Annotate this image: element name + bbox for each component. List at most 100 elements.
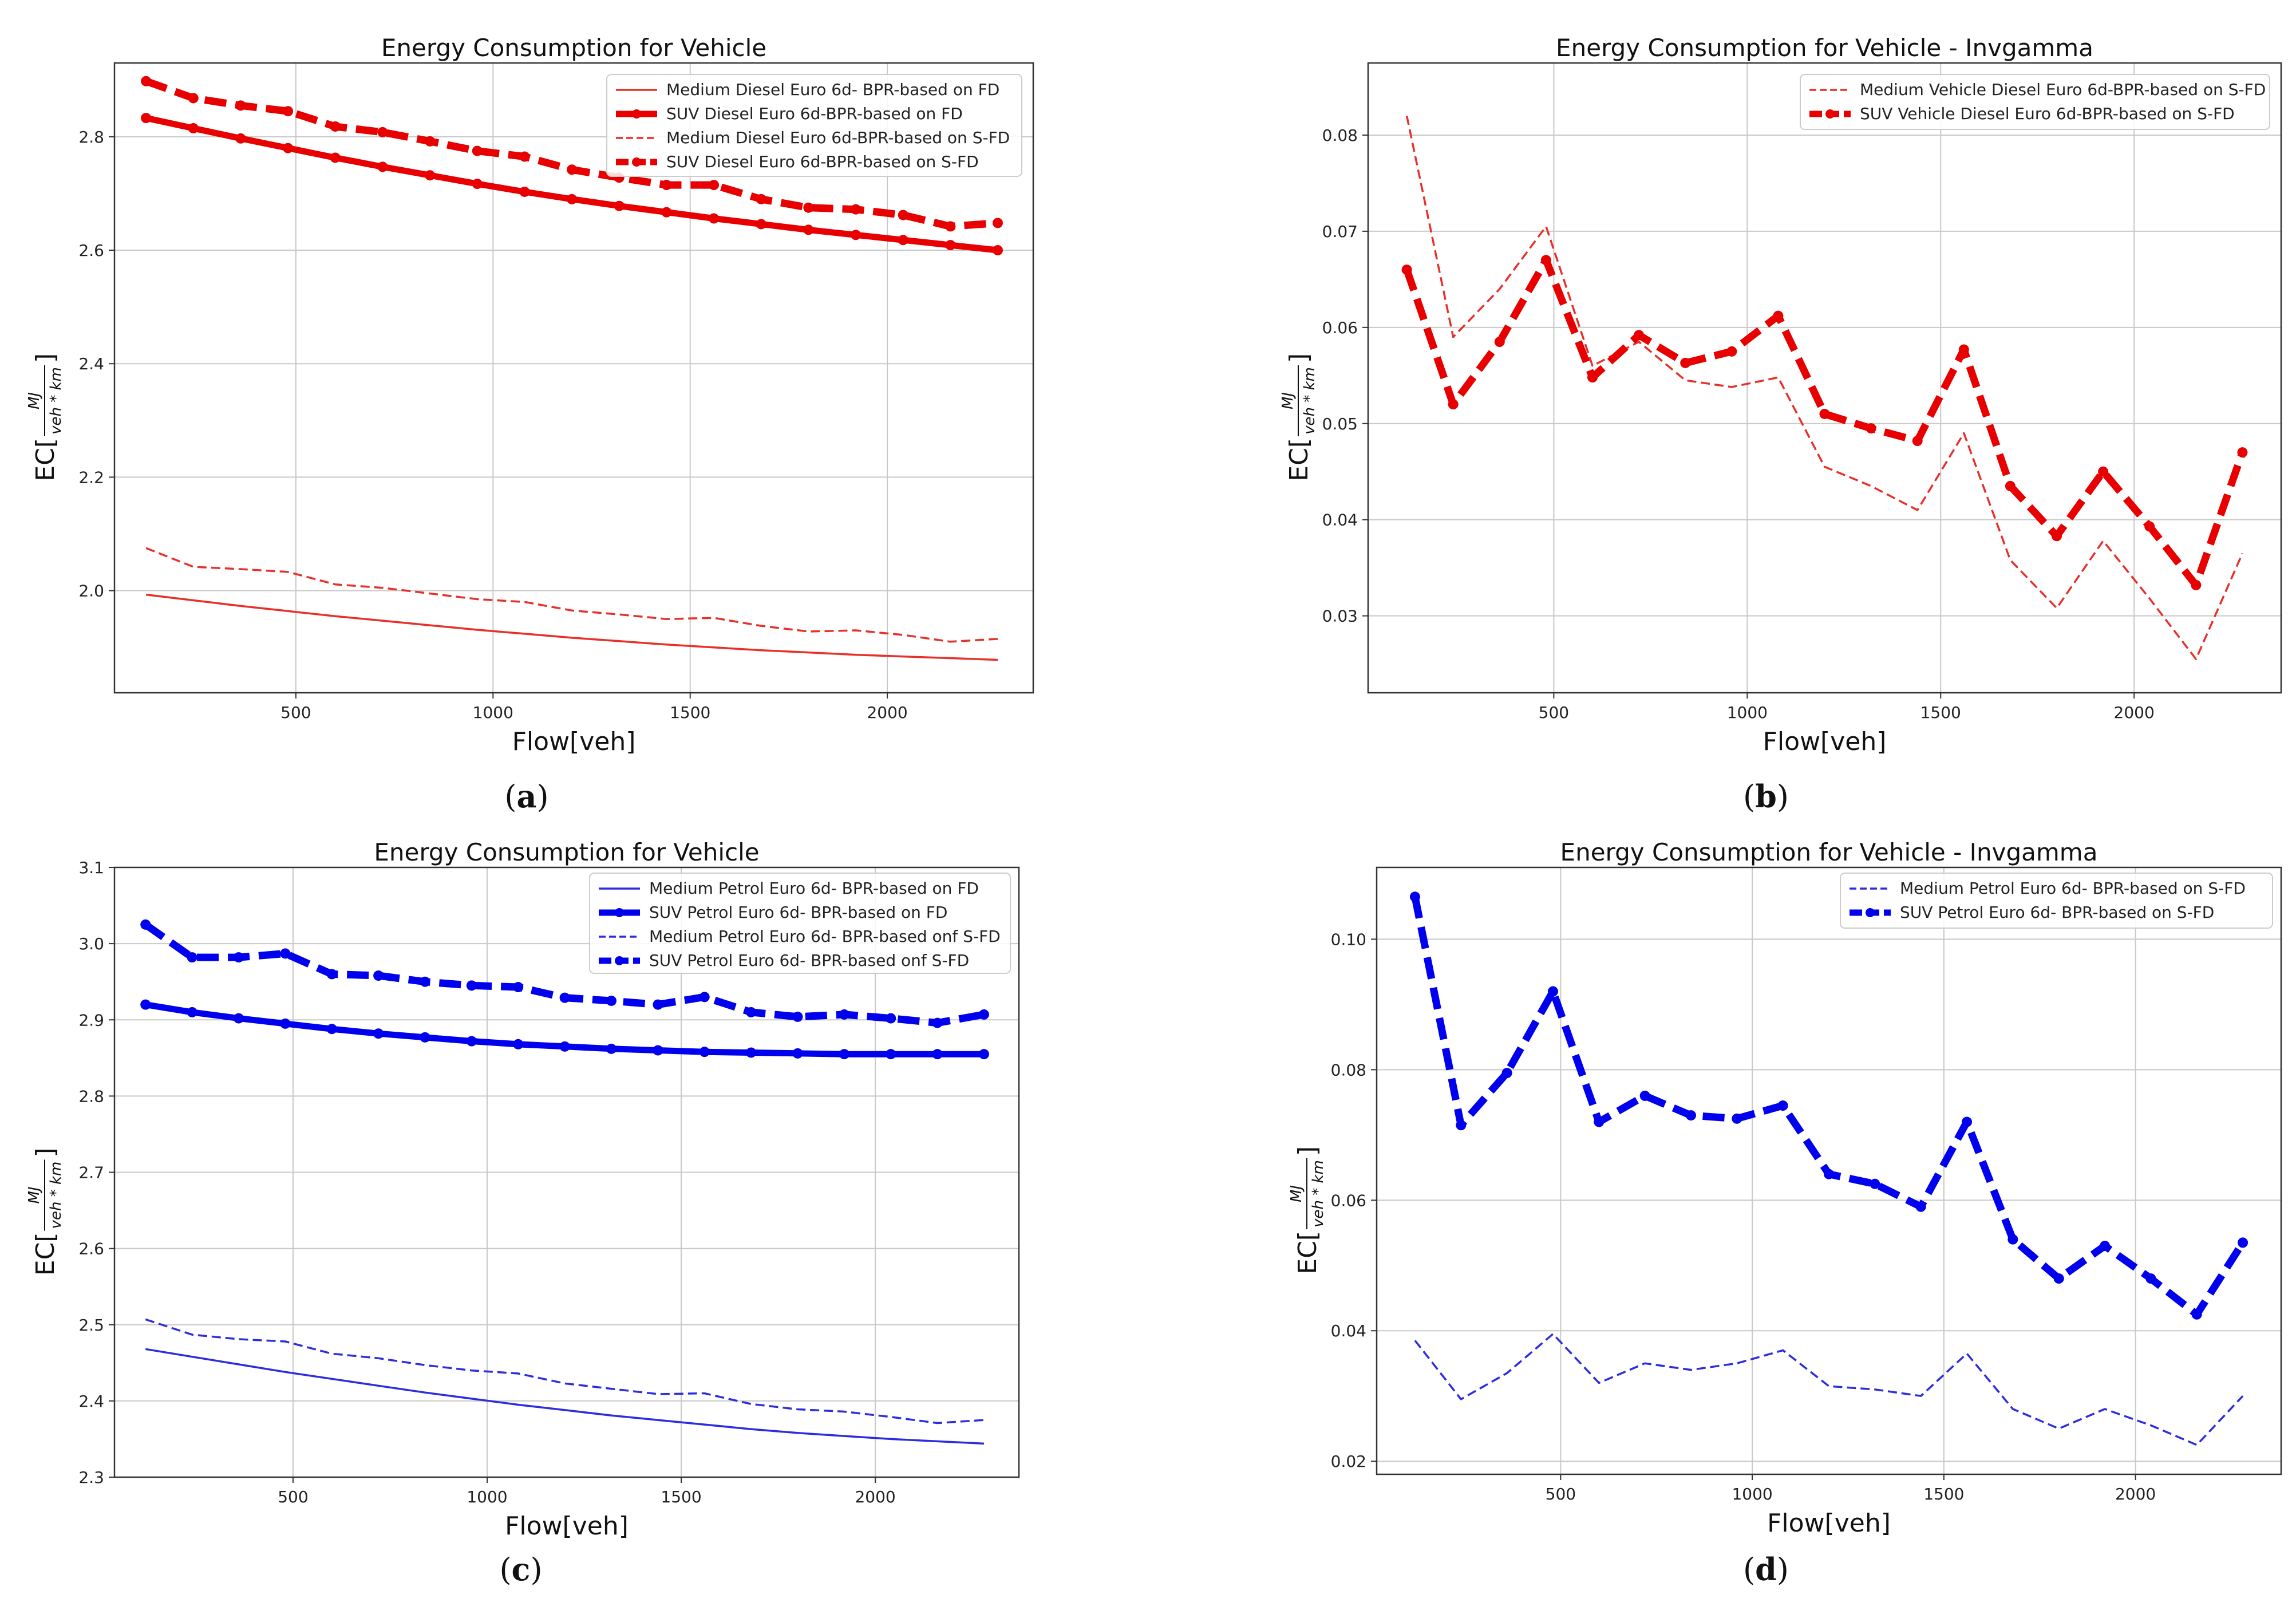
y-label-numerator: MJ [1279, 392, 1297, 409]
series-2-point [2238, 1237, 2248, 1248]
series-2-point [420, 1032, 430, 1043]
y-label-prefix: EC[ [1285, 438, 1314, 482]
series-2-point [1777, 1100, 1788, 1111]
y-tick-label: 2.2 [78, 468, 104, 487]
chart-b: 500 1000 1500 2000 0.03 0.04 0.05 0.06 0.07 0.08 E… [1279, 34, 2282, 815]
series-2-point [792, 1048, 803, 1059]
series-2-point [567, 194, 578, 204]
series-2-point [1819, 408, 1830, 419]
series-2-point [2007, 1234, 2018, 1245]
y-label-numerator: MJ [1288, 1185, 1305, 1202]
series-2-point [2191, 1309, 2202, 1320]
series-4-point [709, 180, 720, 191]
series-2-point [978, 1049, 989, 1060]
series-2-point [1824, 1169, 1834, 1179]
y-tick-label: 2.7 [78, 1163, 104, 1182]
y-label-prefix: EC[ [31, 438, 60, 482]
chart-title: Energy Consumption for Vehicle - Invgamm… [1560, 838, 2098, 866]
y-label-suffix: ] [1293, 1146, 1322, 1156]
series-2-point [326, 1024, 337, 1035]
series-2-point [661, 207, 672, 218]
y-axis-label: EC[MJ veh * km] [1279, 353, 1318, 482]
legend-marker-2 [615, 908, 624, 917]
y-tick-label: 0.03 [1322, 607, 1358, 626]
series-2-point [1912, 436, 1923, 446]
legend-label-1: Medium Petrol Euro 6d- BPR-based on S-FD [1900, 879, 2246, 898]
series-2-point [1587, 372, 1598, 383]
series-4-point [606, 995, 617, 1006]
series-4-point [466, 980, 477, 991]
series-2-point [2100, 1241, 2111, 1252]
plot-frame [113, 62, 1034, 694]
legend-marker-2 [632, 109, 641, 119]
y-tick-label: 2.8 [78, 128, 104, 147]
series-2-point [2052, 531, 2062, 542]
series-2-point [559, 1041, 570, 1052]
series-4-point [839, 1009, 849, 1020]
caption-letter: b [1755, 778, 1777, 815]
legend: Medium Petrol Euro 6d- BPR-based on S-FD… [1840, 873, 2273, 929]
chart-a: 500 1000 1500 2000 2.0 2.2 2.4 2.6 2.8 Energy Con… [26, 34, 1034, 815]
series-line-3 [145, 1318, 985, 1424]
series-2-point [614, 200, 625, 211]
caption-close: ) [537, 779, 549, 815]
series-2-point [330, 152, 341, 163]
series-2-point [2053, 1273, 2064, 1284]
series-4-point [559, 992, 570, 1003]
series-2-point [235, 133, 246, 144]
panel-caption: (c) [499, 1551, 542, 1588]
x-axis-label: Flow[veh] [1763, 727, 1887, 756]
caption-close: ) [530, 1552, 542, 1588]
series-2-point [513, 1039, 524, 1049]
legend-label-2: SUV Diesel Euro 6d-BPR-based on FD [666, 104, 963, 123]
series-line-1 [1405, 116, 2244, 660]
x-tick-label: 500 [278, 1487, 308, 1506]
series-2-point [233, 1013, 244, 1024]
series-line-2 [1403, 256, 2246, 589]
series-4-point [945, 221, 956, 232]
series-2-point [886, 1049, 896, 1060]
y-tick-label: 0.04 [1322, 511, 1358, 530]
series-4-point [140, 919, 151, 930]
series-2-point [653, 1045, 663, 1056]
series-4-point [978, 1009, 989, 1020]
legend-marker-4 [632, 157, 641, 167]
series-2-point [1726, 346, 1737, 357]
series-2-point [1866, 423, 1876, 434]
series-4-point [141, 76, 152, 86]
series-2-point [1456, 1120, 1467, 1131]
series-2-point [932, 1049, 943, 1060]
legend-marker-2 [1825, 109, 1835, 119]
series-2-point [1680, 357, 1691, 368]
plot-frame [1376, 866, 2282, 1475]
series-2-point [1540, 255, 1551, 266]
series-4-point [661, 180, 672, 191]
series-4-point [235, 100, 246, 111]
y-tick-label: 0.08 [1331, 1060, 1366, 1079]
series-4-point [330, 121, 341, 132]
series-2-point [1685, 1110, 1696, 1121]
x-axis-label: Flow[veh] [1767, 1509, 1891, 1538]
y-tick-label: 2.4 [78, 354, 104, 373]
y-label-prefix: EC[ [1293, 1231, 1322, 1274]
series-2-point [188, 123, 199, 133]
series-2-point [187, 1007, 197, 1017]
x-tick-label: 1000 [467, 1487, 507, 1506]
series-2-point [519, 186, 530, 197]
y-label-suffix: ] [31, 1147, 60, 1157]
x-tick-label: 500 [1546, 1485, 1576, 1503]
y-tick-label: 2.5 [78, 1316, 104, 1335]
legend-marker-2 [1866, 908, 1875, 917]
y-tick-label: 3.1 [78, 858, 104, 877]
x-tick-label: 1000 [473, 703, 513, 722]
legend-label-1: Medium Diesel Euro 6d- BPR-based on FD [666, 80, 999, 99]
series-2-point [2145, 1273, 2156, 1284]
series-2-point [1634, 330, 1645, 341]
legend-label-4: SUV Petrol Euro 6d- BPR-based onf S-FD [649, 951, 969, 970]
legend: Medium Vehicle Diesel Euro 6d-BPR-based … [1800, 74, 2270, 130]
series-2-point [2005, 480, 2016, 491]
series-2-point [898, 235, 908, 246]
series-2-point [1915, 1201, 1926, 1212]
chart-title: Energy Consumption for Vehicle [374, 838, 759, 866]
